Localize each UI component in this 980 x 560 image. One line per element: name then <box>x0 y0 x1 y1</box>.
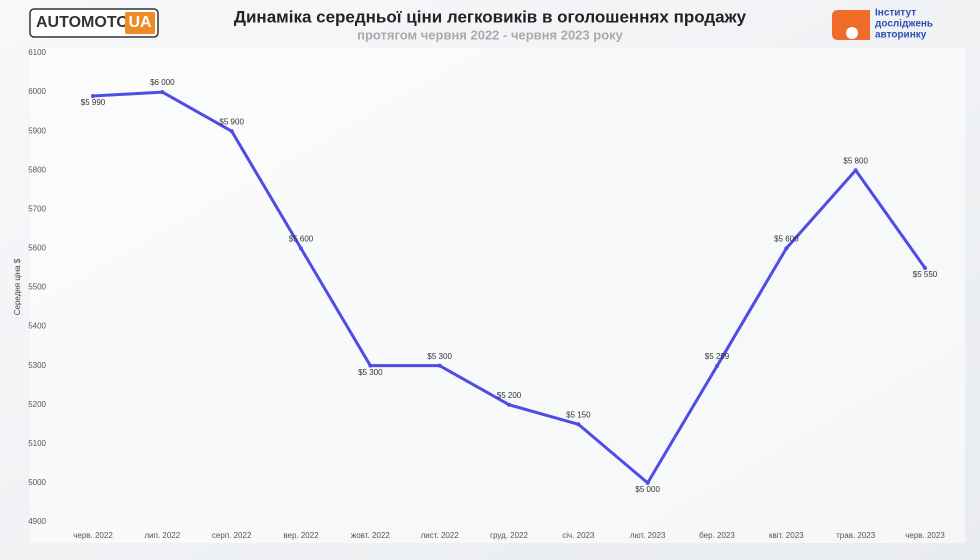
plot-background <box>30 48 965 543</box>
value-label: $5 600 <box>774 235 799 244</box>
value-label: $5 299 <box>705 352 730 361</box>
y-tick-label: 5700 <box>28 204 46 213</box>
x-tick-label: черв. 2023 <box>905 531 945 540</box>
value-label: $6 000 <box>150 78 175 87</box>
logo: AUTOMOTO UA <box>29 8 159 38</box>
point <box>160 90 165 95</box>
y-tick-label: 6000 <box>28 87 46 96</box>
value-label: $5 150 <box>566 410 591 419</box>
point <box>576 422 581 427</box>
y-tick-label: 5600 <box>28 244 46 253</box>
y-tick-label: 6100 <box>28 48 46 57</box>
institute-text: Інститут <box>875 8 916 19</box>
value-label: $5 990 <box>81 98 106 107</box>
chart-title: Динаміка середньої ціни легковиків в ого… <box>234 7 747 26</box>
x-tick-label: вер. 2022 <box>283 531 319 540</box>
point <box>437 363 442 368</box>
y-tick-label: 5200 <box>28 400 46 409</box>
y-tick-label: 5300 <box>28 361 46 370</box>
x-tick-label: жовт. 2022 <box>351 531 390 540</box>
point <box>645 480 650 485</box>
value-label: $5 300 <box>427 352 452 361</box>
point <box>784 246 789 251</box>
x-tick-label: груд. 2022 <box>490 531 528 540</box>
value-label: $5 000 <box>635 485 660 494</box>
x-tick-label: трав. 2023 <box>836 531 876 540</box>
x-tick-label: квіт. 2023 <box>769 531 804 540</box>
y-tick-label: 5800 <box>28 165 46 174</box>
x-tick-label: лист. 2022 <box>421 531 460 540</box>
institute-logo: Інститут досліджень авторинку <box>832 8 933 41</box>
y-tick-label: 5900 <box>28 126 46 135</box>
institute-icon <box>832 10 870 40</box>
institute-text: авторинку <box>875 30 927 41</box>
value-label: $5 600 <box>289 235 314 244</box>
x-tick-label: лип. 2022 <box>144 531 180 540</box>
institute-text: досліджень <box>875 19 933 30</box>
y-tick-label: 5400 <box>28 322 46 331</box>
point <box>853 168 858 173</box>
x-tick-label: бер. 2023 <box>699 531 735 540</box>
point <box>299 246 303 251</box>
value-label: $5 300 <box>358 368 383 377</box>
point <box>91 93 95 98</box>
y-tick-label: 4900 <box>28 517 46 526</box>
point <box>368 363 373 368</box>
x-tick-label: черв. 2022 <box>73 531 113 540</box>
institute-icon-dot <box>846 27 858 39</box>
value-label: $5 900 <box>219 117 244 126</box>
chart-subtitle: протягом червня 2022 - червня 2023 року <box>357 27 624 42</box>
y-tick-label: 5100 <box>28 439 46 448</box>
value-label: $5 550 <box>913 270 938 279</box>
x-tick-label: лют. 2023 <box>630 531 666 540</box>
x-tick-label: серп. 2022 <box>212 531 252 540</box>
value-label: $5 200 <box>497 391 522 400</box>
x-tick-label: січ. 2023 <box>562 531 595 540</box>
point <box>923 265 927 270</box>
logo-text: AUTOMOTO <box>36 14 129 31</box>
point <box>507 402 511 407</box>
y-axis-label: Середня ціна $ <box>13 258 22 315</box>
y-tick-label: 5000 <box>28 478 46 487</box>
value-label: $5 800 <box>843 156 868 165</box>
logo-accent-box <box>125 12 155 34</box>
point <box>715 364 719 369</box>
point <box>229 129 234 134</box>
y-tick-label: 5500 <box>28 283 46 292</box>
logo-accent: UA <box>128 14 152 31</box>
